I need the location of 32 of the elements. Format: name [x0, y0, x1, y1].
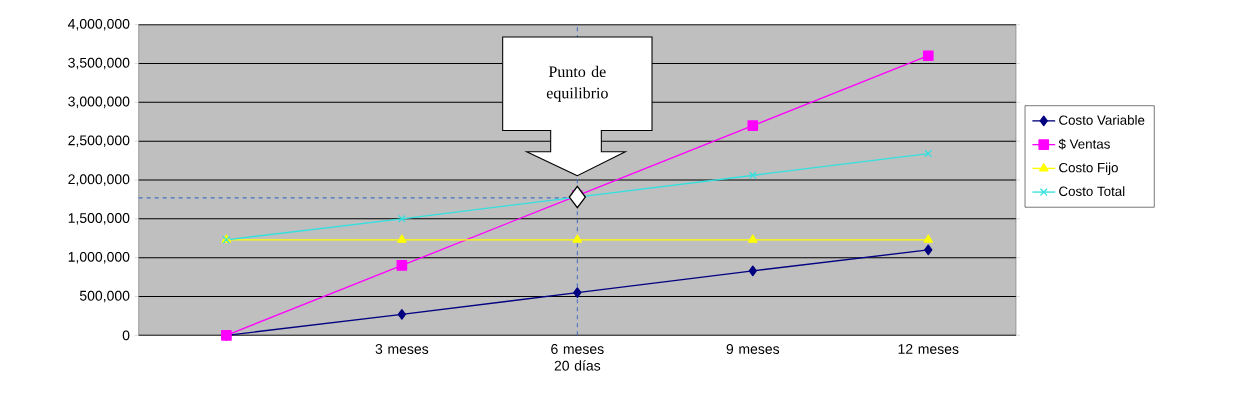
- point: [397, 214, 406, 223]
- legend-label: Costo Variable: [1059, 115, 1145, 125]
- y-tick-label: 2,500,000: [68, 135, 130, 147]
- y-tick-label: 3,000,000: [68, 96, 130, 109]
- legend-label: Costo Fijo: [1059, 162, 1118, 175]
- annotation: Punto de equilibrio: [546, 65, 608, 102]
- point: [573, 287, 582, 298]
- legend-label: $ Ventas: [1058, 138, 1110, 150]
- point: [748, 234, 758, 243]
- point: [923, 234, 933, 243]
- point: [922, 50, 934, 62]
- x-tick-label: 6 meses 20 días: [551, 344, 604, 371]
- point: [397, 234, 407, 243]
- point: [747, 120, 759, 131]
- x-tick-label: 12 meses: [898, 344, 959, 354]
- y-tick-label: 3,500,000: [68, 57, 130, 70]
- point: [572, 234, 583, 243]
- point: [748, 171, 757, 180]
- point: [924, 149, 933, 158]
- x-tick-label: 3 meses: [375, 344, 429, 354]
- point: [396, 260, 408, 271]
- y-tick-label: 1,500,000: [68, 213, 130, 225]
- point: [748, 265, 757, 277]
- y-tick-label: 0: [122, 330, 130, 341]
- point: [397, 309, 407, 320]
- y-tick-label: 2,000,000: [68, 174, 130, 186]
- legend-label: Costo Total: [1059, 186, 1125, 197]
- y-tick-label: 4,000,000: [67, 18, 130, 31]
- y-tick-label: 500,000: [79, 290, 130, 303]
- y-tick-label: 1,000,000: [68, 251, 130, 264]
- x-tick-label: 9 meses: [726, 344, 780, 354]
- point: [924, 244, 933, 256]
